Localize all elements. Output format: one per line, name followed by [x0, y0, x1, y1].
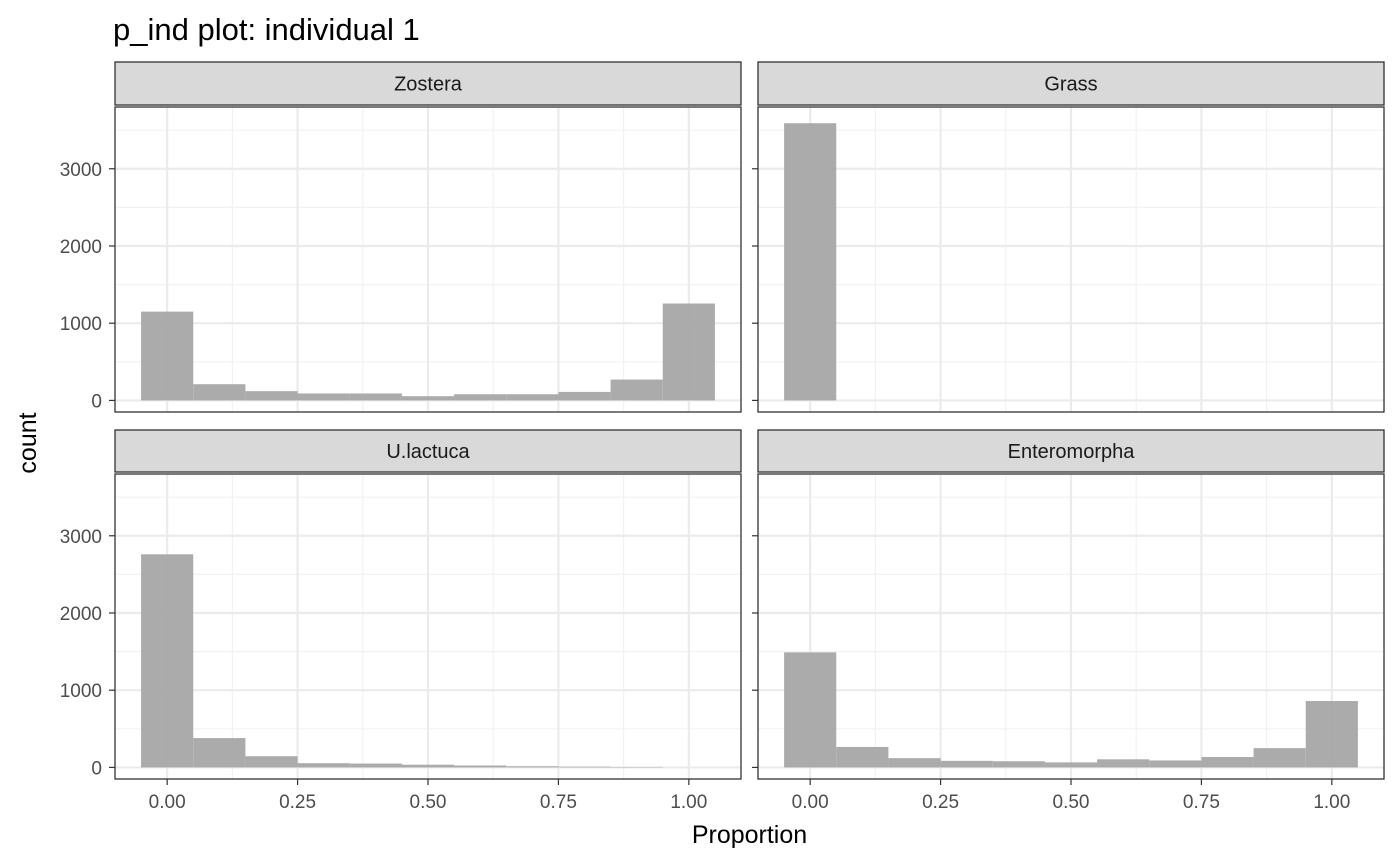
histogram-bar [245, 391, 298, 401]
histogram-bar [836, 746, 889, 768]
x-tick-label: 0.75 [1183, 792, 1220, 813]
histogram-bar [401, 764, 455, 768]
panel-border [757, 106, 1385, 413]
histogram-bar [193, 738, 246, 768]
panel-border [114, 106, 742, 413]
y-tick-label: 3000 [60, 527, 102, 548]
x-axis-title: Proportion [692, 821, 807, 849]
x-tick-label: 0.00 [149, 792, 186, 813]
panel-zostera: Zostera 0 1000 2000 3000 [60, 61, 742, 413]
histogram-bar [1097, 759, 1150, 768]
facet-strip [114, 429, 742, 473]
histogram-bar [401, 396, 455, 401]
facet-panels: Zostera 0 1000 2000 3000 Grass U.lactuca 0 1000 2… [60, 61, 1385, 813]
panel-grass: Grass [752, 61, 1385, 413]
histogram-bar [610, 379, 663, 401]
chart-title: p_ind plot: individual 1 [113, 12, 420, 47]
y-axis-title: count [14, 412, 42, 473]
histogram-bar [297, 393, 350, 401]
histogram-bar [349, 763, 402, 768]
histogram-bar [662, 303, 715, 401]
panel-u-lactuca: U.lactuca 0 1000 2000 3000 0.00 0.25 0.50 0.75 1.… [60, 429, 742, 813]
facet-strip-label: U.lactuca [386, 441, 470, 463]
y-tick-label: 0 [91, 391, 102, 412]
histogram-bar [784, 123, 837, 401]
facet-strip-label: Grass [1044, 74, 1097, 96]
histogram-bar [297, 763, 350, 768]
histogram-bar [141, 554, 194, 768]
histogram-bar [558, 766, 611, 768]
facet-strip-label: Enteromorpha [1008, 441, 1136, 463]
histogram-bar [1253, 748, 1306, 768]
x-tick-label: 0.25 [279, 792, 316, 813]
histogram-bar [1201, 756, 1254, 768]
histogram-bar [506, 394, 559, 401]
y-tick-label: 0 [91, 758, 102, 779]
histogram-bar [193, 384, 246, 401]
y-tick-label: 1000 [60, 314, 102, 335]
histogram-bar [558, 391, 611, 401]
panel-enteromorpha: Enteromorpha 0.00 0.25 0.50 0.75 1.00 [752, 429, 1385, 813]
histogram-bar [940, 760, 993, 768]
y-tick-label: 1000 [60, 681, 102, 702]
histogram-bar [1149, 760, 1202, 768]
facet-strip [757, 429, 1385, 473]
facet-strip [757, 61, 1385, 106]
histogram-bar [506, 766, 559, 768]
histogram-bar [1305, 701, 1358, 768]
y-tick-label: 3000 [60, 160, 102, 181]
x-tick-label: 0.75 [540, 792, 577, 813]
x-tick-label: 0.50 [410, 792, 447, 813]
x-tick-label: 1.00 [1313, 792, 1350, 813]
facet-strip [114, 61, 742, 106]
histogram-bar [141, 311, 194, 401]
histogram-bar [454, 765, 507, 768]
x-tick-label: 0.50 [1053, 792, 1090, 813]
histogram-bar [888, 758, 941, 768]
facet-strip-label: Zostera [394, 74, 463, 96]
histogram-bar [992, 761, 1045, 768]
x-tick-label: 0.00 [792, 792, 829, 813]
histogram-bar [1044, 762, 1098, 768]
y-tick-label: 2000 [60, 604, 102, 625]
histogram-bar [454, 394, 507, 401]
x-tick-label: 0.25 [922, 792, 959, 813]
histogram-bar [245, 756, 298, 768]
y-tick-label: 2000 [60, 237, 102, 258]
x-tick-label: 1.00 [670, 792, 707, 813]
histogram-bar [349, 393, 402, 401]
histogram-bar [784, 652, 837, 768]
